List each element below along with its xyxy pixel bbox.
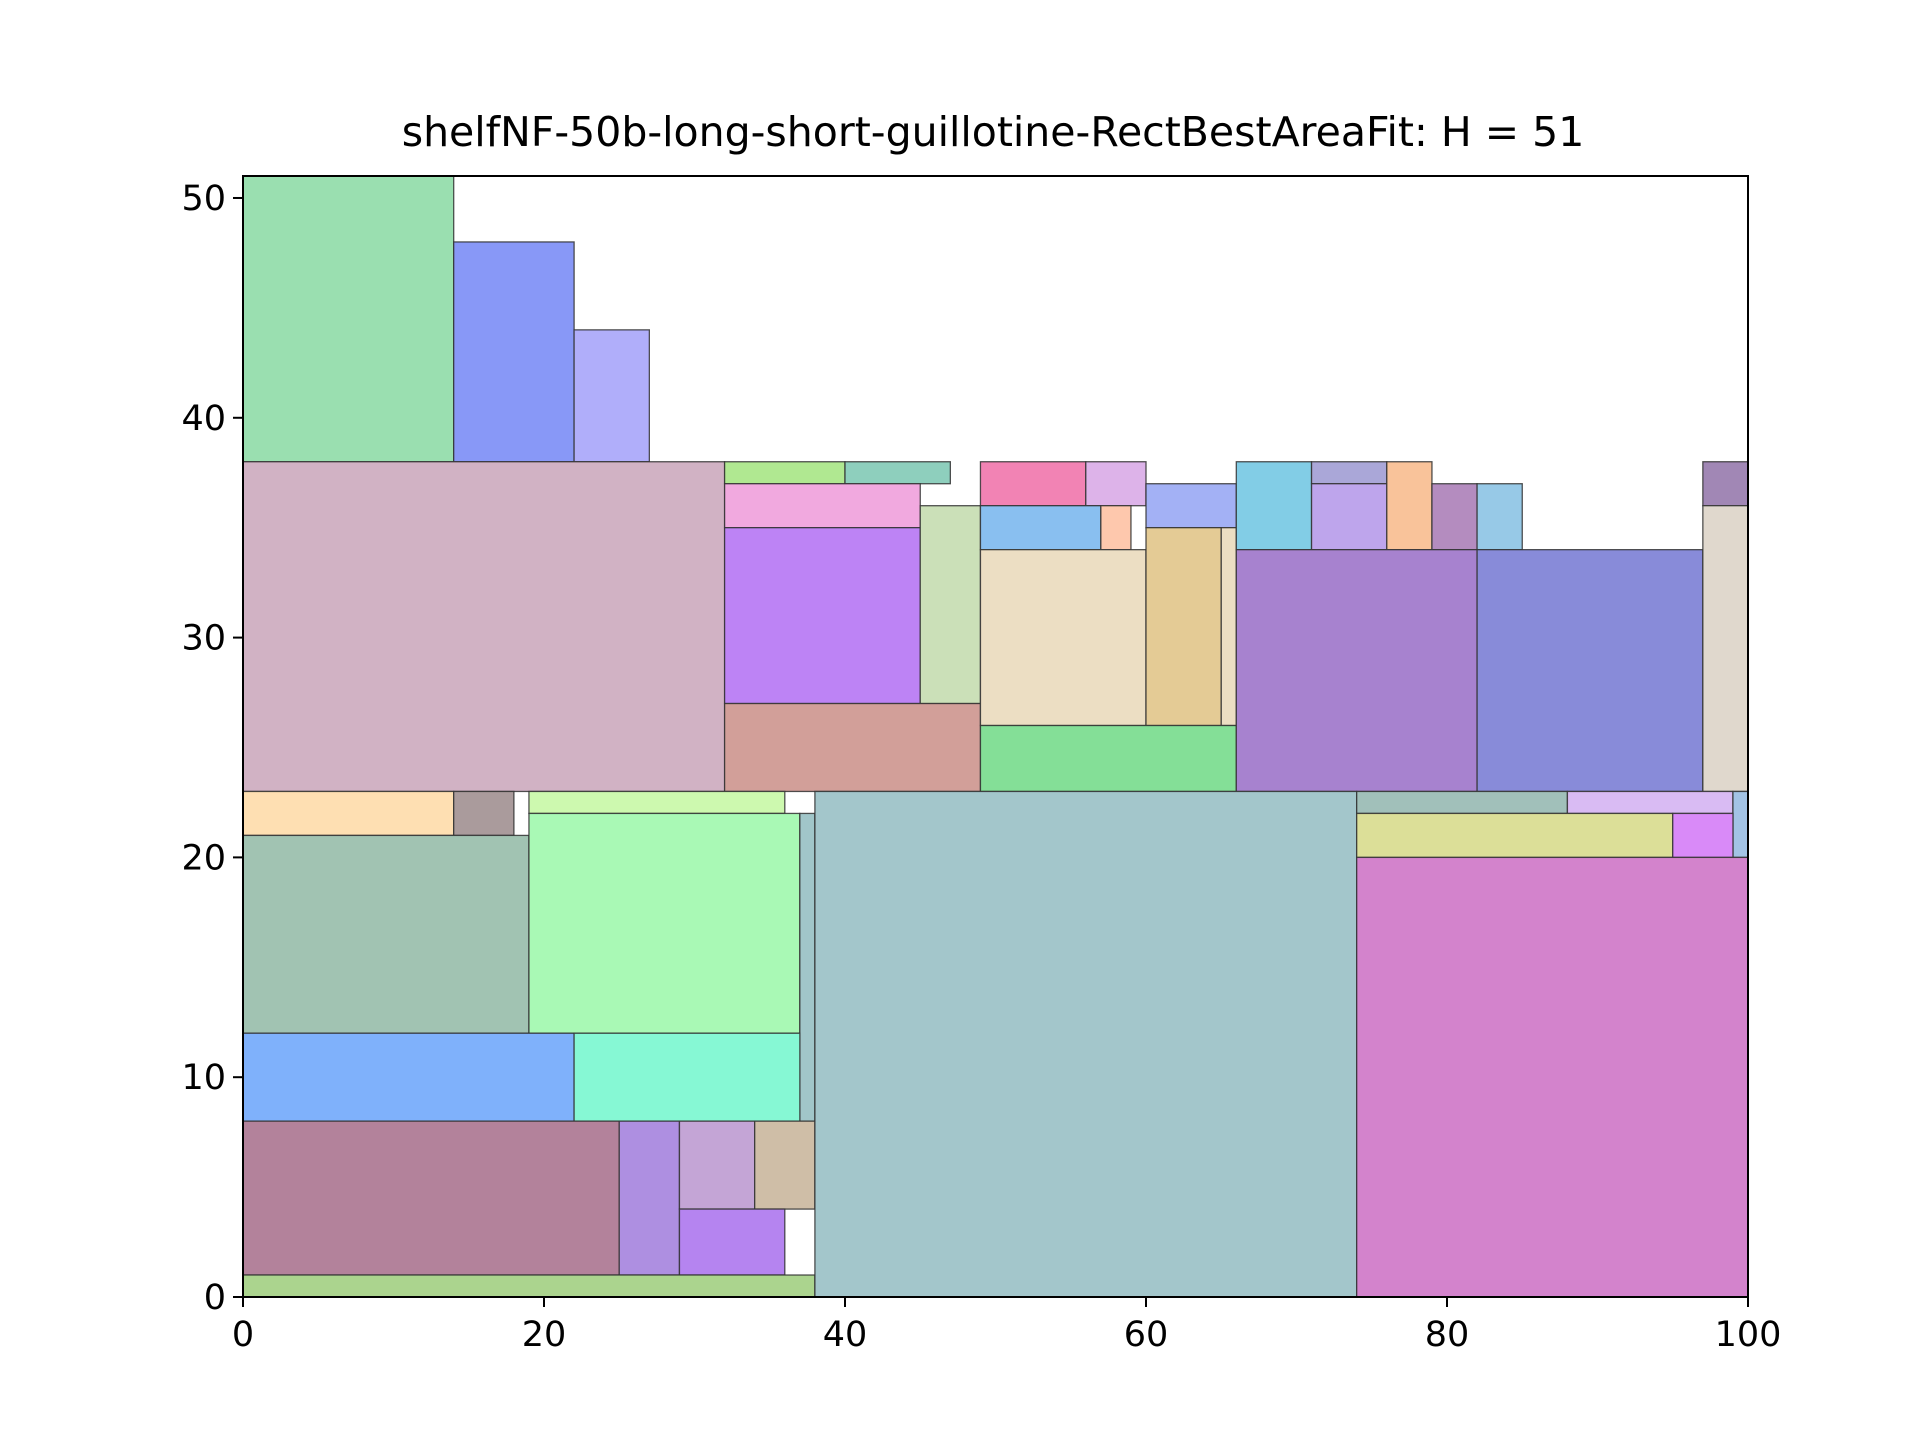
packed-rect-30 — [242, 790, 455, 837]
packed-rect-13 — [979, 505, 1102, 551]
chart-title: shelfNF-50b-long-short-guillotine-RectBe… — [402, 108, 1585, 156]
packed-rect-49 — [1672, 812, 1734, 859]
packed-rect-15 — [1145, 483, 1237, 529]
packed-rect-14 — [1100, 505, 1132, 551]
packed-rect-32 — [528, 790, 786, 815]
packed-rect-9 — [919, 505, 982, 705]
packed-rect-21 — [1310, 461, 1388, 485]
packed-rect-33 — [242, 834, 530, 1034]
plot-frame — [242, 175, 1749, 1298]
packed-rect-37 — [573, 1032, 801, 1122]
packed-rect-1 — [242, 175, 455, 463]
y-tick-label: 30 — [181, 619, 226, 659]
x-tick-label: 100 — [1715, 1315, 1782, 1355]
x-tick-label: 40 — [823, 1315, 868, 1355]
packed-rect-38 — [242, 1120, 620, 1276]
packed-rect-40 — [678, 1120, 756, 1210]
packed-rect-12 — [1085, 461, 1147, 507]
x-tick-label: 20 — [522, 1315, 567, 1355]
packed-rect-27 — [1476, 549, 1704, 793]
packed-rect-24 — [1431, 483, 1478, 551]
y-tick-label: 40 — [181, 399, 226, 439]
packed-rect-47 — [1732, 790, 1749, 859]
packed-rect-41 — [754, 1120, 816, 1210]
packed-rect-46 — [1566, 790, 1734, 815]
packed-rect-48 — [1356, 812, 1674, 859]
packed-rect-4 — [242, 461, 726, 793]
packed-rect-11 — [979, 461, 1087, 507]
y-axis-ticks: 0 10 20 30 40 50 — [181, 179, 243, 1318]
packed-rect-50 — [1356, 856, 1749, 1298]
packed-rect-44 — [814, 790, 1358, 1298]
packed-rectangles — [242, 175, 1749, 1298]
packed-rect-34 — [528, 812, 801, 1034]
x-tick-label: 60 — [1124, 1315, 1169, 1355]
packed-rect-26 — [1235, 549, 1478, 793]
packed-rect-42 — [678, 1208, 786, 1276]
packed-rect-17 — [1145, 527, 1222, 727]
packed-rect-5 — [723, 461, 846, 485]
x-tick-label: 80 — [1425, 1315, 1470, 1355]
packed-rect-10 — [723, 702, 982, 793]
packed-rect-2 — [453, 241, 575, 463]
y-tick-label: 10 — [181, 1058, 226, 1098]
packed-rect-20 — [1235, 461, 1313, 551]
packed-rect-45 — [1356, 790, 1569, 815]
packed-rect-23 — [1386, 461, 1433, 551]
packed-rect-35 — [799, 812, 816, 1122]
packed-rect-22 — [1310, 483, 1388, 551]
packed-rect-31 — [453, 790, 515, 837]
packed-rect-19 — [979, 724, 1237, 793]
x-tick-label: 0 — [232, 1315, 254, 1355]
packed-rect-39 — [618, 1120, 681, 1276]
x-axis-ticks: 0 20 40 60 80 100 — [232, 1297, 1782, 1355]
y-tick-label: 50 — [181, 179, 226, 219]
y-tick-label: 20 — [181, 838, 226, 878]
packed-rect-16 — [979, 549, 1147, 727]
packed-rect-18 — [1220, 527, 1237, 727]
y-tick-label: 0 — [204, 1278, 226, 1318]
packed-rect-36 — [242, 1032, 575, 1122]
packed-rect-3 — [573, 329, 650, 463]
packed-rect-29 — [1702, 505, 1749, 793]
packed-rect-28 — [1702, 461, 1749, 507]
packed-rect-6 — [844, 461, 951, 485]
packed-rect-43 — [242, 1274, 816, 1298]
packed-rect-7 — [723, 483, 921, 529]
packed-rect-25 — [1476, 483, 1523, 551]
packed-rect-8 — [723, 527, 921, 705]
